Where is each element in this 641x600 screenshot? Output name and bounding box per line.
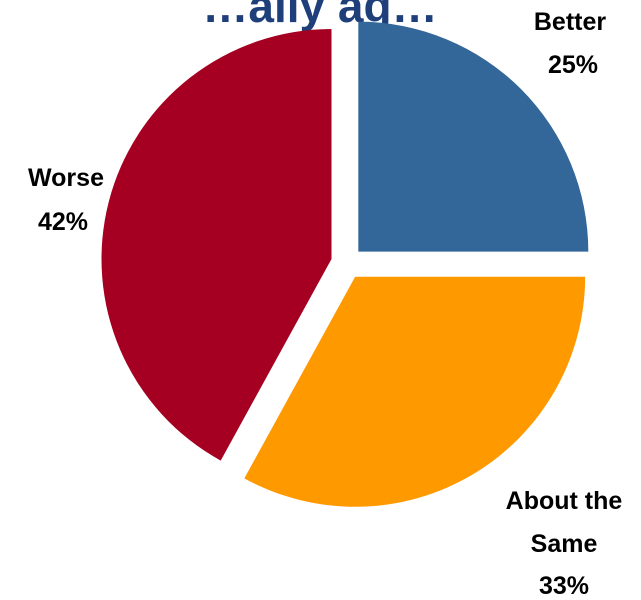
slice-about-the-same bbox=[244, 276, 586, 507]
label-better-name: Better bbox=[534, 8, 607, 36]
label-better-value: 25% bbox=[548, 51, 598, 79]
label-better: Better bbox=[534, 8, 607, 36]
label-about-the-same-line1: About the bbox=[506, 487, 623, 515]
pie-slices bbox=[101, 21, 589, 507]
slice-better bbox=[358, 21, 589, 252]
label-about-the-same-value: 33% bbox=[539, 572, 589, 600]
slice-worse bbox=[101, 29, 332, 461]
label-about-the-same-line2: Same bbox=[531, 530, 598, 558]
label-worse-name: Worse bbox=[28, 164, 104, 192]
label-worse-value: 42% bbox=[38, 208, 88, 236]
